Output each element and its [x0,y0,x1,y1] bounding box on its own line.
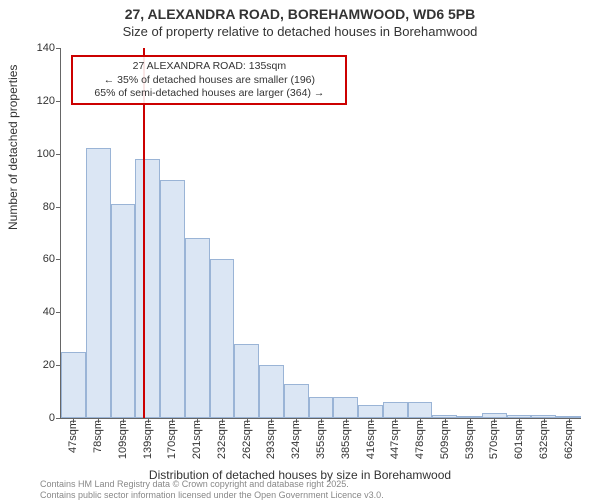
ytick-mark [56,48,61,49]
xtick-label: 570sqm [488,420,500,459]
xtick-label: 78sqm [92,420,104,453]
xtick-label: 632sqm [538,420,550,459]
ytick-label: 20 [25,359,55,371]
ytick-mark [56,207,61,208]
annotation-line: ← 35% of detached houses are smaller (19… [79,74,339,87]
xtick-label: 385sqm [340,420,352,459]
annotation-line: 27 ALEXANDRA ROAD: 135sqm [79,60,339,73]
histogram-bar [111,204,136,418]
xtick-label: 139sqm [142,420,154,459]
xtick-label: 262sqm [241,420,253,459]
histogram-bar [333,397,358,418]
footer-line-1: Contains HM Land Registry data © Crown c… [40,479,384,489]
xtick-label: 447sqm [389,420,401,459]
xtick-label: 355sqm [315,420,327,459]
title-block: 27, ALEXANDRA ROAD, BOREHAMWOOD, WD6 5PB… [0,6,600,39]
ytick-mark [56,418,61,419]
histogram-bar [135,159,160,418]
xtick-label: 601sqm [513,420,525,459]
xtick-label: 170sqm [166,420,178,459]
ytick-label: 0 [25,412,55,424]
xtick-label: 293sqm [265,420,277,459]
histogram-bar [383,402,408,418]
histogram-bar [408,402,433,418]
ytick-label: 120 [25,95,55,107]
ytick-mark [56,101,61,102]
title-line-2: Size of property relative to detached ho… [0,24,600,39]
footer-attribution: Contains HM Land Registry data © Crown c… [40,479,384,500]
ytick-mark [56,154,61,155]
y-axis-label: Number of detached properties [6,65,20,230]
annotation-box: 27 ALEXANDRA ROAD: 135sqm← 35% of detach… [71,55,347,104]
xtick-label: 416sqm [365,420,377,459]
xtick-label: 47sqm [67,420,79,453]
histogram-bar [185,238,210,418]
ytick-label: 80 [25,201,55,213]
histogram-bar [259,365,284,418]
xtick-label: 662sqm [563,420,575,459]
histogram-bar [284,384,309,418]
footer-line-2: Contains public sector information licen… [40,490,384,500]
histogram-bar [358,405,383,418]
chart-container: 27, ALEXANDRA ROAD, BOREHAMWOOD, WD6 5PB… [0,0,600,500]
title-line-1: 27, ALEXANDRA ROAD, BOREHAMWOOD, WD6 5PB [0,6,600,22]
ytick-label: 140 [25,42,55,54]
xtick-label: 109sqm [117,420,129,459]
ytick-label: 60 [25,253,55,265]
ytick-mark [56,312,61,313]
xtick-label: 509sqm [439,420,451,459]
histogram-bar [61,352,86,418]
histogram-bar [160,180,185,418]
ytick-label: 100 [25,148,55,160]
annotation-line: 65% of semi-detached houses are larger (… [79,87,339,100]
histogram-bar [86,148,111,418]
xtick-label: 201sqm [191,420,203,459]
histogram-bar [234,344,259,418]
xtick-label: 539sqm [464,420,476,459]
xtick-label: 478sqm [414,420,426,459]
xtick-label: 324sqm [290,420,302,459]
histogram-bar [210,259,235,418]
ytick-label: 40 [25,306,55,318]
histogram-bar [309,397,334,418]
plot-area: 02040608010012014047sqm78sqm109sqm139sqm… [60,48,581,419]
xtick-label: 232sqm [216,420,228,459]
ytick-mark [56,259,61,260]
